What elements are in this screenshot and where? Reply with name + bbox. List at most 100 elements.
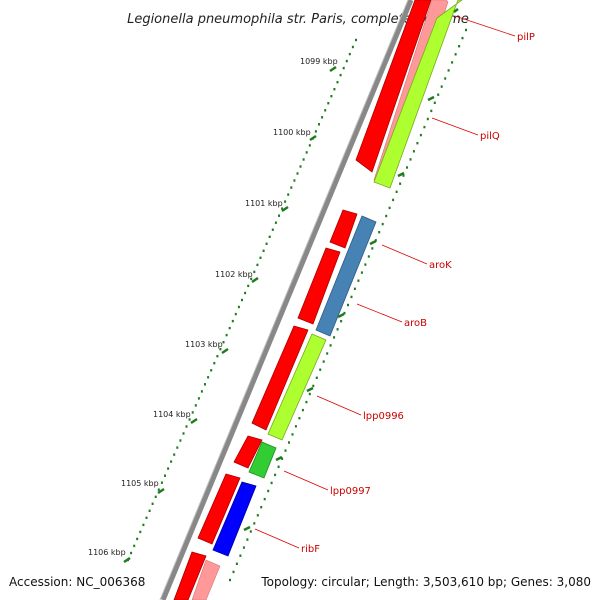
- ruler-dot: [314, 130, 317, 133]
- ruler-dot: [278, 214, 280, 217]
- ruler-dot: [139, 530, 142, 534]
- ruler-dot: [399, 182, 402, 185]
- ruler-dot: [133, 544, 136, 548]
- ruler-dot: [298, 417, 301, 420]
- ruler-dot: [284, 200, 287, 203]
- ruler-dot: [360, 271, 363, 274]
- ruler-dot: [451, 61, 454, 64]
- ruler-dot: [343, 311, 346, 315]
- tick-label-1101: 1101 kbp: [245, 199, 283, 208]
- gene-label-ribF: ribF: [301, 544, 320, 555]
- ruler-dot: [288, 441, 290, 444]
- ruler-dot: [426, 117, 429, 121]
- ruler-dot: [237, 305, 240, 309]
- ruler-dot: [164, 474, 166, 477]
- ruler-dot: [348, 52, 351, 56]
- ruler-dot: [305, 400, 308, 404]
- outer-dotted-track: [229, 28, 467, 582]
- ruler-dot: [219, 348, 222, 351]
- gene-red-6: [197, 473, 241, 545]
- ruler-dot: [222, 341, 225, 344]
- ruler-dot: [367, 255, 370, 258]
- tick-mark: [281, 205, 289, 213]
- ruler-dot: [461, 36, 464, 40]
- tick-mark: [123, 556, 131, 564]
- ruler-dot: [263, 497, 266, 501]
- ruler-dot: [318, 123, 320, 126]
- gene-label-pilP: pilP: [517, 32, 535, 43]
- ruler-dot: [293, 179, 296, 182]
- dotted-ruler-track: [127, 38, 357, 562]
- ruler-dot: [274, 221, 277, 224]
- ruler-dot: [433, 101, 436, 104]
- gene-red-3: [297, 247, 341, 325]
- ruler-dot: [281, 207, 284, 210]
- tick-mark: [251, 276, 259, 284]
- ruler-dot: [197, 397, 200, 400]
- ruler-dot: [216, 355, 219, 358]
- ruler-dot: [333, 336, 336, 339]
- gene-label-lpp0996: lpp0996: [363, 411, 404, 422]
- kbp-ruler: 1099 kbp 1100 kbp 1101 kbp 1102 kbp 1103…: [88, 57, 338, 564]
- ruler-dot: [351, 45, 354, 49]
- ruler-dot: [136, 537, 139, 541]
- gene-lpp0996: [267, 333, 327, 441]
- gene-lpp0997: [248, 441, 277, 479]
- ruler-dot: [355, 38, 357, 42]
- ruler-dot: [437, 93, 440, 96]
- ruler-dot: [364, 263, 367, 266]
- ruler-dot: [319, 368, 322, 371]
- ruler-dot: [182, 432, 185, 435]
- ruler-dot: [327, 102, 330, 105]
- tick-mark: [309, 134, 317, 142]
- ruler-dot: [395, 190, 398, 193]
- accession-text: Accession: NC_006368: [9, 575, 145, 589]
- ruler-dot: [357, 279, 360, 282]
- ruler-dot: [268, 235, 271, 238]
- ruler-dot: [350, 295, 353, 299]
- tick-mark: [221, 347, 229, 355]
- ruler-dot: [458, 45, 461, 48]
- ruler-dot: [250, 277, 253, 281]
- ruler-dot: [294, 425, 297, 428]
- outer-tick-marks: [243, 8, 459, 532]
- map-title: Legionella pneumophila str. Paris, compl…: [127, 12, 469, 27]
- ruler-dot: [176, 446, 179, 449]
- ruler-dot: [130, 551, 133, 555]
- ruler-dot: [246, 538, 249, 541]
- ruler-dot: [210, 369, 213, 372]
- tick-label-1100: 1100 kbp: [273, 128, 311, 137]
- ruler-dot: [256, 514, 259, 517]
- ruler-dot: [274, 473, 277, 477]
- ruler-dot: [465, 28, 467, 32]
- ruler-dot: [336, 81, 339, 84]
- ruler-dot: [329, 344, 332, 347]
- ruler-dot: [213, 362, 216, 365]
- ruler-dot: [321, 116, 324, 119]
- ruler-dot: [330, 95, 333, 98]
- ruler-dot: [302, 158, 305, 161]
- ruler-dot: [388, 206, 391, 210]
- tick-label-1102: 1102 kbp: [215, 270, 253, 279]
- ruler-dot: [151, 502, 154, 505]
- ruler-dot: [299, 165, 302, 168]
- gene-red-5: [233, 435, 263, 469]
- ruler-dot: [191, 411, 194, 414]
- ruler-dot: [204, 383, 206, 386]
- tick-mark: [190, 417, 198, 425]
- gene-aroK-aroB: [315, 215, 377, 337]
- ruler-dot: [430, 109, 433, 113]
- cds-track-red: [173, 0, 432, 600]
- ruler-dot: [347, 303, 349, 307]
- ruler-dot: [242, 546, 245, 549]
- ruler-dot: [225, 333, 228, 337]
- ruler-dot: [253, 270, 256, 274]
- ruler-dot: [170, 460, 173, 463]
- ruler-dot: [284, 449, 287, 452]
- gene-label-lpp0997: lpp0997: [330, 486, 371, 497]
- ruler-dot: [229, 578, 231, 582]
- ruler-dot: [277, 465, 280, 468]
- ruler-dot: [231, 319, 234, 323]
